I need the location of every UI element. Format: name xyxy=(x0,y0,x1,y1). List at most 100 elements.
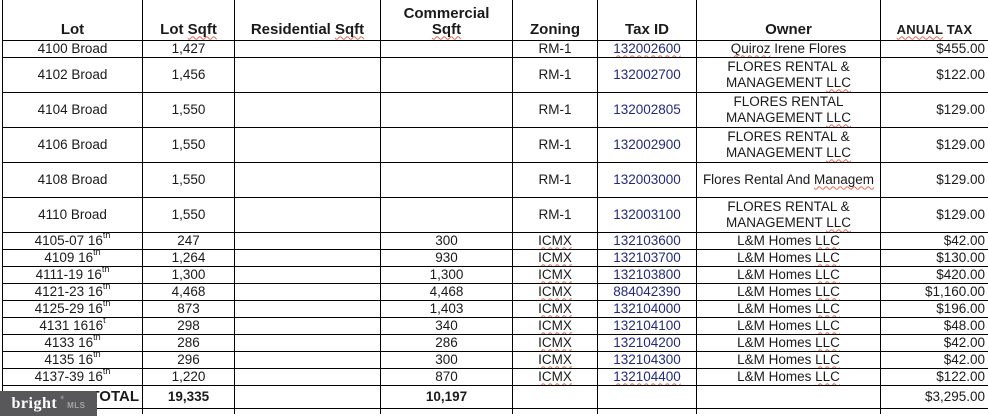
cell-lot_sqft: 1,550 xyxy=(142,126,235,163)
cell-com_sqft: 1,403 xyxy=(380,299,513,318)
cell-res_sqft xyxy=(234,161,381,198)
total-row: TOTAL 19,335 10,197 $3,295.00 xyxy=(2,384,988,409)
cell-anual_tax: $129.00 xyxy=(880,126,988,163)
cell-lot: 4111-19 16th xyxy=(2,265,143,284)
cell-lot_sqft: 873 xyxy=(142,299,235,318)
cell-owner: Flores Rental And Managem xyxy=(696,161,881,198)
cell-lot_sqft: 1,220 xyxy=(142,367,235,386)
cell-tax_id: 132103800 xyxy=(597,265,697,284)
table-row: 4109 16th 1,264 930 ICMX 132103700 L&M Homes … xyxy=(2,248,988,267)
column-header-res_sqft: Residential Sqft xyxy=(234,0,381,41)
table-row: 4108 Broad 1,550 RM-1 132003000 Flores Renta… xyxy=(2,161,988,198)
cell-zoning: ICMX xyxy=(512,299,598,318)
table-row: 4100 Broad 1,427 RM-1 132002600 Quiroz Irene… xyxy=(2,39,988,58)
cell-res_sqft xyxy=(234,196,381,233)
cell-anual_tax: $129.00 xyxy=(880,196,988,233)
table-row: 4137-39 16th 1,220 870 ICMX 132104400 L&M Hom… xyxy=(2,367,988,386)
cell-anual_tax: $3,295.00 xyxy=(880,384,988,409)
cell-zoning: ICMX xyxy=(512,367,598,386)
cell-lot_sqft: 1,550 xyxy=(142,161,235,198)
cell-owner xyxy=(696,384,881,409)
cell-zoning: RM-1 xyxy=(512,39,598,58)
cell-anual_tax: $122.00 xyxy=(880,367,988,386)
cell-res_sqft xyxy=(234,126,381,163)
cell-anual_tax: $122.00 xyxy=(880,56,988,93)
cell-com_sqft: 340 xyxy=(380,316,513,335)
column-header-anual_tax: ANUAL TAX xyxy=(880,0,988,41)
cell-lot: 4100 Broad xyxy=(2,39,143,58)
cell-anual_tax: $420.00 xyxy=(880,265,988,284)
cell-lot: 4102 Broad xyxy=(2,56,143,93)
cell-com_sqft: 870 xyxy=(380,367,513,386)
cell-owner: FLORES RENTAL MANAGEMENT LLC xyxy=(696,91,881,128)
column-header-lot: Lot xyxy=(2,0,143,41)
cell-res_sqft xyxy=(234,384,381,409)
cell-lot: 4108 Broad xyxy=(2,161,143,198)
filler-row xyxy=(2,407,988,414)
cell-zoning: RM-1 xyxy=(512,196,598,233)
cell-com_sqft xyxy=(380,91,513,128)
cell-tax_id: 132002700 xyxy=(597,56,697,93)
cell-tax_id: 132003100 xyxy=(597,196,697,233)
column-header-lot_sqft: Lot Sqft xyxy=(142,0,235,41)
cell-tax_id: 132002805 xyxy=(597,91,697,128)
cell-anual_tax: $42.00 xyxy=(880,333,988,352)
cell-tax_id: 132104400 xyxy=(597,367,697,386)
table-row: 4106 Broad 1,550 RM-1 132002900 FLORES RENTA… xyxy=(2,126,988,163)
cell-tax_id: 132104300 xyxy=(597,350,697,369)
cell-owner: L&M Homes LLC xyxy=(696,299,881,318)
cell-com_sqft xyxy=(380,161,513,198)
cell-owner: L&M Homes LLC xyxy=(696,350,881,369)
cell-zoning: RM-1 xyxy=(512,56,598,93)
cell-owner: L&M Homes LLC xyxy=(696,265,881,284)
cell-res_sqft xyxy=(234,367,381,386)
cell-com_sqft: 930 xyxy=(380,248,513,267)
cell-zoning: RM-1 xyxy=(512,161,598,198)
cell-lot: 4125-29 16th xyxy=(2,299,143,318)
bright-mls-logo-star-icon: ✶ xyxy=(59,395,66,402)
cell-zoning: ICMX xyxy=(512,248,598,267)
cell-anual_tax: $42.00 xyxy=(880,350,988,369)
cell-owner: L&M Homes LLC xyxy=(696,282,881,301)
cell-res_sqft xyxy=(234,350,381,369)
cell-lot: 4135 16th xyxy=(2,350,143,369)
cell-lot: 4104 Broad xyxy=(2,91,143,128)
cell-tax_id: 132103700 xyxy=(597,248,697,267)
cell-res_sqft xyxy=(234,316,381,335)
cell-lot_sqft: 298 xyxy=(142,316,235,335)
cell-lot_sqft xyxy=(142,407,235,414)
cell-owner: L&M Homes LLC xyxy=(696,231,881,250)
cell-lot_sqft: 1,456 xyxy=(142,56,235,93)
cell-lot_sqft: 247 xyxy=(142,231,235,250)
cell-tax_id: 132002600 xyxy=(597,39,697,58)
cell-res_sqft xyxy=(234,248,381,267)
cell-lot_sqft: 1,550 xyxy=(142,91,235,128)
cell-res_sqft xyxy=(234,333,381,352)
column-header-tax_id: Tax ID xyxy=(597,0,697,41)
cell-zoning xyxy=(512,384,598,409)
bright-mls-logo-suffix: MLS xyxy=(67,401,86,410)
cell-lot: 4110 Broad xyxy=(2,196,143,233)
cell-lot: 4121-23 16th xyxy=(2,282,143,301)
cell-owner: FLORES RENTAL & MANAGEMENT LLC xyxy=(696,196,881,233)
cell-tax_id: 132002900 xyxy=(597,126,697,163)
cell-anual_tax xyxy=(880,407,988,414)
cell-anual_tax: $196.00 xyxy=(880,299,988,318)
cell-com_sqft xyxy=(380,407,513,414)
cell-lot_sqft: 1,300 xyxy=(142,265,235,284)
cell-owner: L&M Homes LLC xyxy=(696,333,881,352)
cell-res_sqft xyxy=(234,231,381,250)
cell-zoning: ICMX xyxy=(512,333,598,352)
cell-tax_id: 132104200 xyxy=(597,333,697,352)
cell-zoning: ICMX xyxy=(512,282,598,301)
cell-lot_sqft: 4,468 xyxy=(142,282,235,301)
table-row: 4110 Broad 1,550 RM-1 132003100 FLORES RENTA… xyxy=(2,196,988,233)
cell-res_sqft xyxy=(234,91,381,128)
column-header-owner: Owner xyxy=(696,0,881,41)
cell-owner: FLORES RENTAL & MANAGEMENT LLC xyxy=(696,126,881,163)
cell-com_sqft: 4,468 xyxy=(380,282,513,301)
cell-lot: 4131 1616t xyxy=(2,316,143,335)
cell-lot_sqft: 286 xyxy=(142,333,235,352)
cell-zoning: ICMX xyxy=(512,265,598,284)
cell-res_sqft xyxy=(234,299,381,318)
